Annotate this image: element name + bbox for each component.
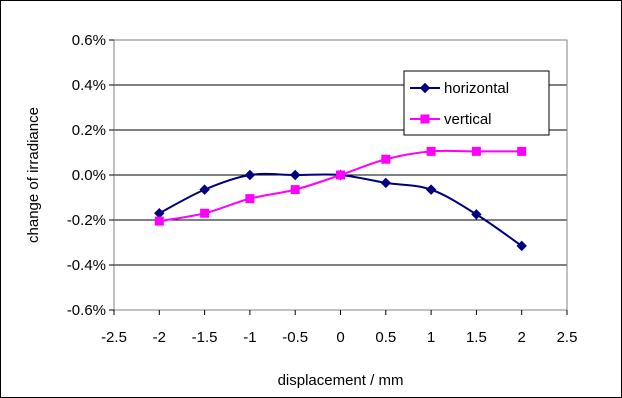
legend-label: horizontal bbox=[444, 80, 509, 97]
series-layer bbox=[154, 146, 527, 252]
x-tick-label: -2 bbox=[153, 329, 166, 346]
y-axis-label: change of irradiance bbox=[25, 107, 42, 243]
data-point-horizontal bbox=[516, 240, 527, 252]
x-tick-label: -1.5 bbox=[192, 329, 218, 346]
x-tick-label: 0.5 bbox=[375, 329, 396, 346]
legend-swatch-marker bbox=[420, 114, 430, 124]
y-tick-label: 0.2% bbox=[72, 122, 106, 139]
x-tick-label: 0 bbox=[336, 329, 344, 346]
x-tick-label: -0.5 bbox=[282, 329, 308, 346]
data-point-vertical bbox=[200, 208, 210, 218]
legend-item-horizontal: horizontal bbox=[410, 80, 509, 97]
data-point-vertical bbox=[426, 146, 436, 156]
y-tick-label: 0.6% bbox=[72, 32, 106, 49]
x-tick-label: 2 bbox=[518, 329, 526, 346]
data-point-horizontal bbox=[425, 184, 437, 195]
legend-box bbox=[403, 70, 550, 136]
x-tick-label: 2.5 bbox=[557, 329, 578, 346]
data-point-vertical bbox=[290, 185, 300, 195]
data-point-horizontal bbox=[199, 184, 210, 195]
legend-item-vertical: vertical bbox=[410, 111, 492, 128]
x-tick-label: -2.5 bbox=[101, 329, 127, 346]
x-tick-label: 1 bbox=[427, 329, 435, 346]
y-tick-label: -0.4% bbox=[67, 257, 106, 274]
y-tick-label: -0.2% bbox=[67, 212, 106, 229]
data-point-vertical bbox=[154, 216, 164, 226]
series-horizontal bbox=[154, 169, 527, 252]
legend-label: vertical bbox=[444, 111, 492, 128]
y-axis: 0.6% 0.4% 0.2% 0.0% -0.2% -0.4% -0.6% bbox=[67, 32, 114, 319]
data-point-horizontal bbox=[380, 177, 392, 189]
x-tick-label: -1 bbox=[243, 329, 256, 346]
data-point-horizontal bbox=[289, 169, 301, 181]
legend: horizontal vertical bbox=[403, 70, 550, 136]
y-tick-label: -0.6% bbox=[67, 302, 106, 319]
x-axis-label: displacement / mm bbox=[278, 372, 404, 389]
data-point-horizontal bbox=[244, 169, 256, 181]
data-point-horizontal bbox=[471, 209, 482, 220]
data-point-vertical bbox=[336, 170, 345, 180]
y-tick-label: 0.0% bbox=[72, 167, 106, 184]
data-point-vertical bbox=[517, 146, 527, 156]
x-tick-label: 1.5 bbox=[466, 329, 487, 346]
data-point-vertical bbox=[245, 194, 255, 204]
legend-swatch-marker bbox=[419, 82, 431, 94]
data-point-vertical bbox=[471, 146, 481, 156]
data-point-vertical bbox=[381, 154, 391, 164]
x-axis: -2.5 -2 -1.5 -1 -0.5 0 0.5 1 1.5 2 2.5 bbox=[101, 310, 577, 346]
data-point-horizontal bbox=[154, 208, 165, 219]
y-tick-label: 0.4% bbox=[72, 77, 106, 94]
series-vertical bbox=[154, 146, 527, 226]
